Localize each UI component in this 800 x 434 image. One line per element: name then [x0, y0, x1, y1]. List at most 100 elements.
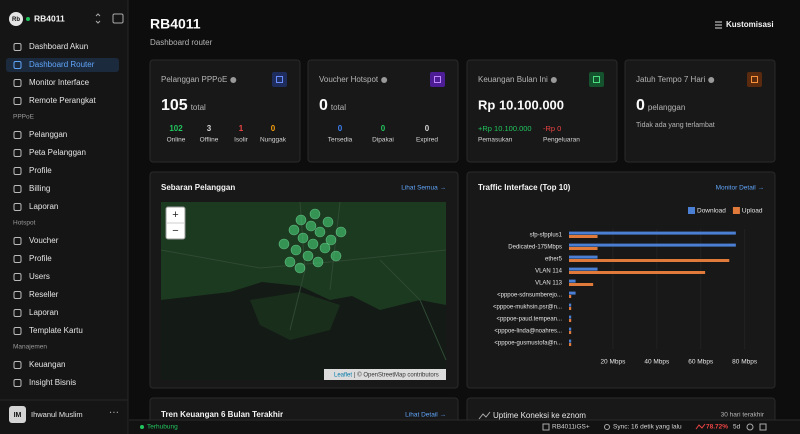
nav-item[interactable]: Pelanggan [29, 130, 67, 139]
sidebar-toggle[interactable] [112, 13, 124, 24]
uptime-icon [478, 411, 491, 420]
bar [569, 319, 572, 322]
nav-item[interactable]: Laporan [29, 308, 58, 317]
stat-label: Pengeluaran [543, 137, 580, 144]
nav-icon [13, 61, 22, 69]
device-name: RB4011 [34, 13, 65, 23]
x-tick-label: 60 Mbps [688, 359, 714, 366]
stat-label: Dipakai [372, 137, 394, 144]
nav-item[interactable]: Voucher [29, 236, 59, 245]
nav-section: PPPoE [13, 114, 35, 121]
nav-icon [13, 203, 22, 211]
card-title: Jatuh Tempo 7 Hari [636, 75, 705, 84]
y-tick-label: Dedicated-175Mbps [508, 245, 562, 251]
card-icon [589, 72, 604, 87]
nav-item[interactable]: Users [29, 272, 50, 281]
nav-icon [13, 291, 22, 299]
nav-item[interactable]: Template Kartu [29, 326, 83, 335]
map-attribution-link[interactable]: Leaflet [334, 373, 352, 379]
y-tick-label: <pppoe-paud.tempean... [496, 317, 562, 323]
nav-item[interactable]: Profile [29, 254, 52, 263]
card-icon-glyph [434, 76, 441, 83]
nav-icon [13, 361, 22, 369]
nav-icon [13, 79, 22, 87]
sync-icon [604, 424, 610, 430]
card-icon [747, 72, 762, 87]
theme-toggle[interactable] [746, 423, 754, 431]
stat-value: +Rp 10.100.000 [478, 124, 532, 133]
legend-swatch [732, 207, 740, 214]
bar [569, 327, 572, 331]
stat-value: 0 [425, 124, 430, 133]
card-icon [430, 72, 445, 87]
user-menu[interactable]: ⋯ [109, 408, 119, 419]
card-unit: total [331, 103, 346, 112]
card-link[interactable]: Monitor Detail → [716, 185, 764, 192]
y-tick-label: VLAN 113 [535, 281, 563, 287]
y-tick-label: VLAN 114 [535, 269, 563, 275]
nav-icon [13, 97, 22, 105]
page-subtitle: Dashboard router [150, 38, 213, 47]
device-switch[interactable] [95, 13, 101, 24]
bar [569, 295, 572, 298]
status-sync: Sync: 16 detik yang lalu [613, 424, 682, 431]
x-tick-label: 20 Mbps [600, 359, 626, 366]
card-icon-glyph [751, 76, 758, 83]
stat-value: 3 [207, 124, 212, 133]
stat-card [149, 59, 301, 163]
status-connection: Terhubung [147, 424, 178, 431]
user-initials: IM [14, 412, 22, 419]
stat-label: Isolir [234, 137, 249, 144]
nav-item[interactable]: Monitor Interface [29, 78, 90, 87]
card-title: Keuangan Bulan Ini [478, 75, 548, 84]
chart-card [466, 171, 776, 389]
zoom-in[interactable]: + [172, 209, 178, 221]
stat-value: 0 [271, 124, 276, 133]
info-icon [708, 77, 715, 83]
card-link[interactable]: Lihat Detail → [405, 412, 446, 419]
nav-icon [13, 379, 22, 387]
chart-title: Traffic Interface (Top 10) [478, 183, 571, 192]
y-tick-label: <pppoe-gusmustofa@n... [494, 341, 562, 347]
stat-label: Offline [200, 137, 219, 144]
nav-item[interactable]: Reseller [29, 290, 59, 299]
nav-item[interactable]: Profile [29, 166, 52, 175]
card-icon-glyph [276, 76, 283, 83]
nav-item[interactable]: Dashboard Akun [29, 42, 88, 51]
map [160, 201, 447, 380]
bar [569, 283, 594, 286]
page-title: RB4011 [150, 16, 201, 32]
zoom-out[interactable]: − [172, 225, 178, 237]
status-dot [140, 425, 144, 429]
card-link[interactable]: Lihat Semua → [401, 185, 446, 192]
legend-label: Download [697, 208, 726, 215]
user-avatar [9, 406, 26, 423]
stat-card [624, 59, 776, 163]
nav-item[interactable]: Billing [29, 184, 50, 193]
settings-toggle[interactable] [759, 423, 767, 431]
status-dot [26, 17, 30, 21]
sidebar [0, 0, 128, 434]
customize-button[interactable]: Kustomisasi [726, 20, 774, 29]
card-value: 105 [161, 97, 188, 114]
status-model: RB4011iGS+ [552, 424, 590, 431]
card-icon [272, 72, 287, 87]
nav-item[interactable]: Insight Bisnis [29, 378, 76, 387]
nav-item[interactable]: Remote Perangkat [29, 96, 96, 105]
bar [569, 247, 598, 250]
bar [569, 235, 598, 238]
stat-value: 0 [381, 124, 386, 133]
info-icon [550, 77, 557, 83]
status-bar [129, 420, 800, 434]
nav-item[interactable]: Keuangan [29, 360, 65, 369]
card-value: 0 [636, 97, 645, 114]
nav-active-bg [6, 58, 119, 72]
stat-card [307, 59, 459, 163]
nav-item[interactable]: Dashboard Router [29, 60, 95, 69]
nav-item[interactable]: Laporan [29, 202, 58, 211]
card-note: 30 hari terakhir [721, 412, 765, 419]
card-title: Tren Keuangan 6 Bulan Terakhir [161, 410, 283, 419]
nav-section: Hotspot [13, 220, 36, 227]
nav-item[interactable]: Peta Pelanggan [29, 148, 86, 157]
